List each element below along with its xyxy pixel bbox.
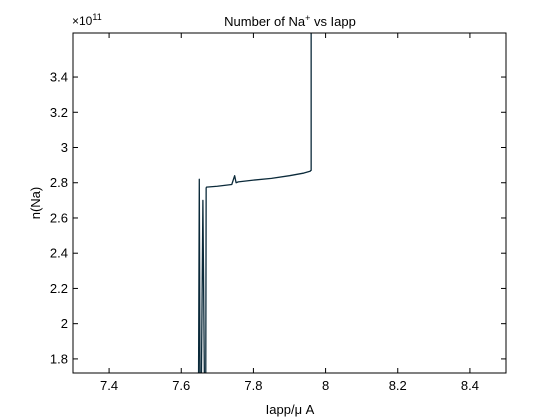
chart-title-sup: +: [305, 13, 310, 23]
y-tick-label: 3: [61, 140, 68, 155]
x-tick-label: 7.4: [100, 378, 118, 393]
y-tick-label: 3.4: [50, 70, 68, 85]
x-tick-label: 7.8: [244, 378, 262, 393]
plot-frame: [72, 32, 507, 374]
y-tick-label: 2.6: [50, 210, 68, 225]
y-tick-label: 1.8: [50, 351, 68, 366]
x-tick-label: 8: [322, 378, 329, 393]
y-axis-title: n(Na): [28, 187, 43, 220]
series-line-0: [197, 33, 312, 373]
y-axis: 1.8 2 2.2 2.4 2.6 2.8 3 3.2 3.4: [50, 70, 506, 366]
x-axis: 7.4 7.6 7.8 8 8.2 8.4: [100, 33, 479, 393]
chart-title-main: Number of Na: [224, 14, 306, 29]
y-tick-label: 3.2: [50, 105, 68, 120]
x-axis-title: Iapp/μ A: [266, 402, 315, 417]
x-tick-label: 8.4: [461, 378, 479, 393]
y-exponent-base: ×10: [72, 14, 93, 28]
y-exponent-power: 11: [92, 12, 101, 22]
y-tick-label: 2.4: [50, 246, 68, 261]
x-tick-label: 8.2: [389, 378, 407, 393]
y-tick-label: 2: [61, 316, 68, 331]
y-exponent-label: ×1011: [72, 12, 102, 28]
chart-title: Number of Na+ vs Iapp: [224, 13, 356, 29]
y-tick-label: 2.2: [50, 281, 68, 296]
x-tick-label: 7.6: [172, 378, 190, 393]
y-tick-label: 2.8: [50, 175, 68, 190]
chart-title-rest: vs Iapp: [310, 14, 356, 29]
